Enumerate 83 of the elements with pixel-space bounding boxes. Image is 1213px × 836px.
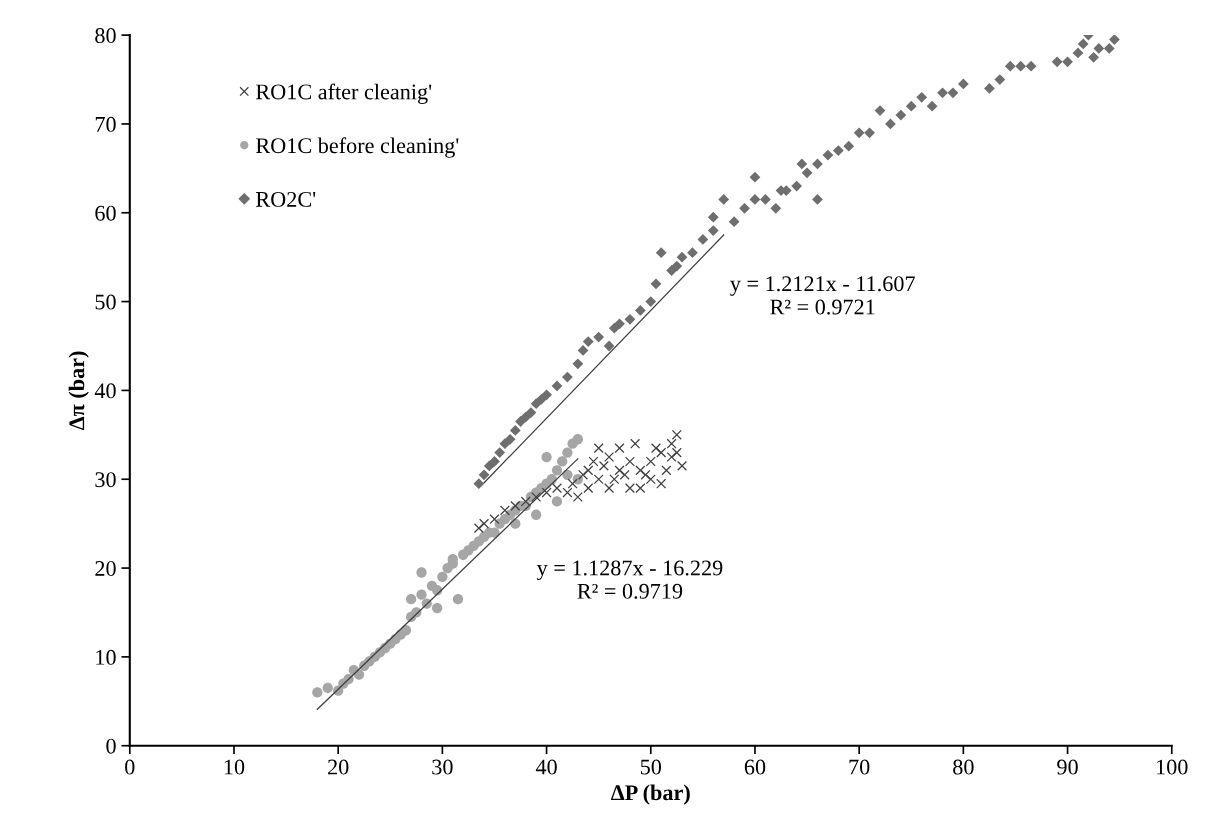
point bbox=[614, 465, 625, 476]
x-tick-label: 60 bbox=[744, 759, 766, 775]
point bbox=[656, 478, 667, 489]
point bbox=[510, 500, 521, 511]
point bbox=[452, 594, 464, 605]
point bbox=[489, 514, 500, 525]
point bbox=[531, 491, 542, 503]
annotation: y = 1.2121x - 11.607 R² = 0.9721 bbox=[730, 276, 915, 315]
x-tick-label: 20 bbox=[328, 759, 349, 775]
y-tick-label: 10 bbox=[96, 649, 116, 665]
point bbox=[609, 474, 620, 485]
point bbox=[557, 456, 568, 467]
point bbox=[624, 456, 635, 467]
point bbox=[583, 483, 594, 494]
point bbox=[650, 443, 662, 454]
point bbox=[520, 496, 531, 507]
y-tick-label: 20 bbox=[95, 560, 116, 576]
y-tick-label: 40 bbox=[94, 383, 116, 399]
point bbox=[578, 469, 589, 480]
x-tick-label: 80 bbox=[953, 759, 974, 775]
point bbox=[677, 460, 688, 471]
legend-label: RO1C before cleaning' bbox=[256, 137, 459, 158]
point bbox=[572, 491, 583, 503]
point bbox=[541, 451, 552, 463]
point bbox=[588, 456, 599, 467]
point bbox=[656, 447, 667, 458]
point bbox=[671, 429, 682, 440]
point bbox=[640, 469, 651, 480]
point bbox=[416, 567, 427, 578]
x-tick-label: 100 bbox=[1157, 759, 1188, 775]
y-tick-label: 80 bbox=[95, 28, 116, 44]
point bbox=[630, 438, 641, 449]
x-tick-label: 10 bbox=[224, 759, 245, 775]
point bbox=[593, 443, 604, 454]
point bbox=[666, 452, 677, 463]
point bbox=[671, 447, 682, 458]
y-tick-label: 60 bbox=[95, 205, 116, 221]
point bbox=[437, 571, 448, 583]
point bbox=[604, 483, 615, 494]
point bbox=[598, 460, 609, 471]
point bbox=[531, 509, 542, 520]
point bbox=[400, 625, 412, 636]
point bbox=[661, 465, 672, 476]
x-axis-title: ΔP (bar) bbox=[611, 784, 690, 805]
x-tick-label: 30 bbox=[432, 759, 453, 775]
x-tick-label: 50 bbox=[640, 759, 662, 775]
legend-label: RO1C after cleanig' bbox=[256, 83, 432, 104]
point bbox=[405, 594, 417, 605]
point bbox=[473, 523, 484, 534]
point bbox=[593, 474, 604, 485]
point bbox=[312, 687, 323, 698]
point bbox=[562, 487, 573, 498]
point bbox=[562, 447, 573, 458]
x-tick-label: 70 bbox=[849, 759, 870, 775]
y-tick-label: 0 bbox=[106, 738, 116, 754]
point bbox=[604, 452, 615, 463]
point bbox=[551, 496, 563, 507]
x-tick-label: 0 bbox=[125, 759, 135, 775]
point bbox=[645, 474, 656, 485]
y-tick-label: 30 bbox=[95, 472, 116, 488]
y-tick-label: 50 bbox=[95, 294, 116, 310]
point bbox=[614, 443, 625, 454]
point bbox=[583, 465, 594, 476]
point bbox=[479, 518, 490, 529]
point bbox=[551, 465, 563, 476]
y-axis-title: Δπ (bar) bbox=[68, 351, 89, 430]
point bbox=[635, 465, 646, 476]
point bbox=[322, 682, 333, 694]
point bbox=[499, 505, 510, 516]
y-tick-label: 70 bbox=[95, 116, 116, 132]
point bbox=[572, 434, 583, 445]
point bbox=[619, 469, 630, 480]
x-tick-label: 90 bbox=[1057, 759, 1078, 775]
legend-label: RO2C' bbox=[256, 191, 316, 207]
point bbox=[567, 478, 578, 489]
point bbox=[645, 456, 656, 467]
annotation: y = 1.1287x - 16.229 R² = 0.9719 bbox=[536, 560, 723, 599]
x-tick-label: 40 bbox=[535, 759, 557, 775]
point bbox=[416, 589, 427, 600]
point bbox=[432, 602, 443, 614]
point bbox=[541, 487, 552, 498]
point bbox=[666, 438, 677, 449]
point bbox=[551, 483, 563, 494]
